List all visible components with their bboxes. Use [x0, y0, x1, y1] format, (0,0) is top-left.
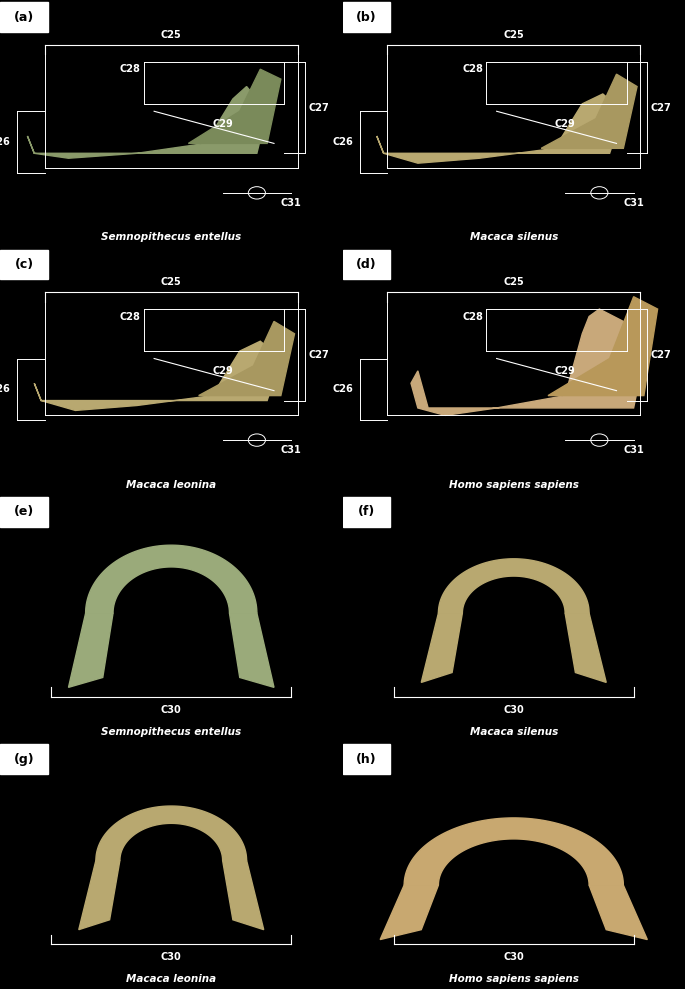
Text: Macaca silenus: Macaca silenus: [470, 232, 558, 242]
Polygon shape: [404, 818, 623, 885]
Text: C31: C31: [281, 198, 301, 208]
Text: C28: C28: [120, 312, 140, 321]
Polygon shape: [548, 297, 658, 396]
Text: Macaca silenus: Macaca silenus: [470, 727, 558, 737]
Polygon shape: [79, 860, 120, 930]
FancyBboxPatch shape: [0, 2, 48, 32]
Polygon shape: [86, 545, 257, 613]
FancyBboxPatch shape: [342, 249, 390, 279]
Polygon shape: [34, 341, 281, 410]
Text: C26: C26: [332, 385, 353, 395]
Text: (c): (c): [14, 258, 34, 271]
Polygon shape: [96, 806, 247, 860]
Text: C30: C30: [503, 704, 524, 715]
Text: C31: C31: [623, 198, 644, 208]
Polygon shape: [229, 613, 274, 687]
Text: C27: C27: [651, 350, 671, 360]
Polygon shape: [188, 69, 281, 143]
Text: C25: C25: [161, 277, 182, 287]
Text: Homo sapiens sapiens: Homo sapiens sapiens: [449, 974, 579, 984]
Polygon shape: [380, 885, 438, 940]
FancyBboxPatch shape: [0, 249, 48, 279]
Text: C30: C30: [161, 951, 182, 962]
Polygon shape: [199, 321, 295, 396]
FancyBboxPatch shape: [0, 496, 48, 526]
Text: (b): (b): [356, 11, 377, 24]
Text: C31: C31: [623, 445, 644, 455]
Text: (d): (d): [356, 258, 377, 271]
Text: C29: C29: [212, 366, 233, 376]
Polygon shape: [589, 885, 647, 940]
Text: Homo sapiens sapiens: Homo sapiens sapiens: [449, 480, 579, 490]
Text: C27: C27: [308, 103, 329, 113]
Text: (f): (f): [358, 505, 375, 518]
Polygon shape: [438, 559, 589, 613]
Text: C27: C27: [651, 103, 671, 113]
Text: (g): (g): [14, 753, 34, 765]
Text: C25: C25: [503, 30, 524, 40]
Text: C29: C29: [555, 119, 575, 129]
FancyBboxPatch shape: [0, 744, 48, 773]
Text: C28: C28: [462, 312, 483, 321]
Text: C28: C28: [120, 64, 140, 74]
Text: C29: C29: [212, 119, 233, 129]
Text: C25: C25: [503, 277, 524, 287]
Text: Semnopithecus entellus: Semnopithecus entellus: [101, 727, 241, 737]
Text: Semnopithecus entellus: Semnopithecus entellus: [101, 232, 241, 242]
Text: C26: C26: [332, 137, 353, 147]
Text: C30: C30: [161, 704, 182, 715]
Polygon shape: [421, 613, 462, 682]
Text: (e): (e): [14, 505, 34, 518]
Polygon shape: [377, 94, 623, 163]
Text: C30: C30: [503, 951, 524, 962]
Text: C27: C27: [308, 350, 329, 360]
Text: C26: C26: [0, 137, 10, 147]
Text: C28: C28: [462, 64, 483, 74]
Text: Macaca leonina: Macaca leonina: [126, 480, 216, 490]
Polygon shape: [411, 309, 644, 415]
Text: C26: C26: [0, 385, 10, 395]
Text: (a): (a): [14, 11, 34, 24]
Text: C31: C31: [281, 445, 301, 455]
Polygon shape: [68, 613, 113, 687]
Polygon shape: [565, 613, 606, 682]
Polygon shape: [223, 860, 264, 930]
FancyBboxPatch shape: [342, 2, 390, 32]
Polygon shape: [27, 87, 267, 158]
Text: C29: C29: [555, 366, 575, 376]
Text: C25: C25: [161, 30, 182, 40]
Text: (h): (h): [356, 753, 377, 765]
FancyBboxPatch shape: [342, 496, 390, 526]
Text: Macaca leonina: Macaca leonina: [126, 974, 216, 984]
Polygon shape: [541, 74, 637, 148]
FancyBboxPatch shape: [342, 744, 390, 773]
